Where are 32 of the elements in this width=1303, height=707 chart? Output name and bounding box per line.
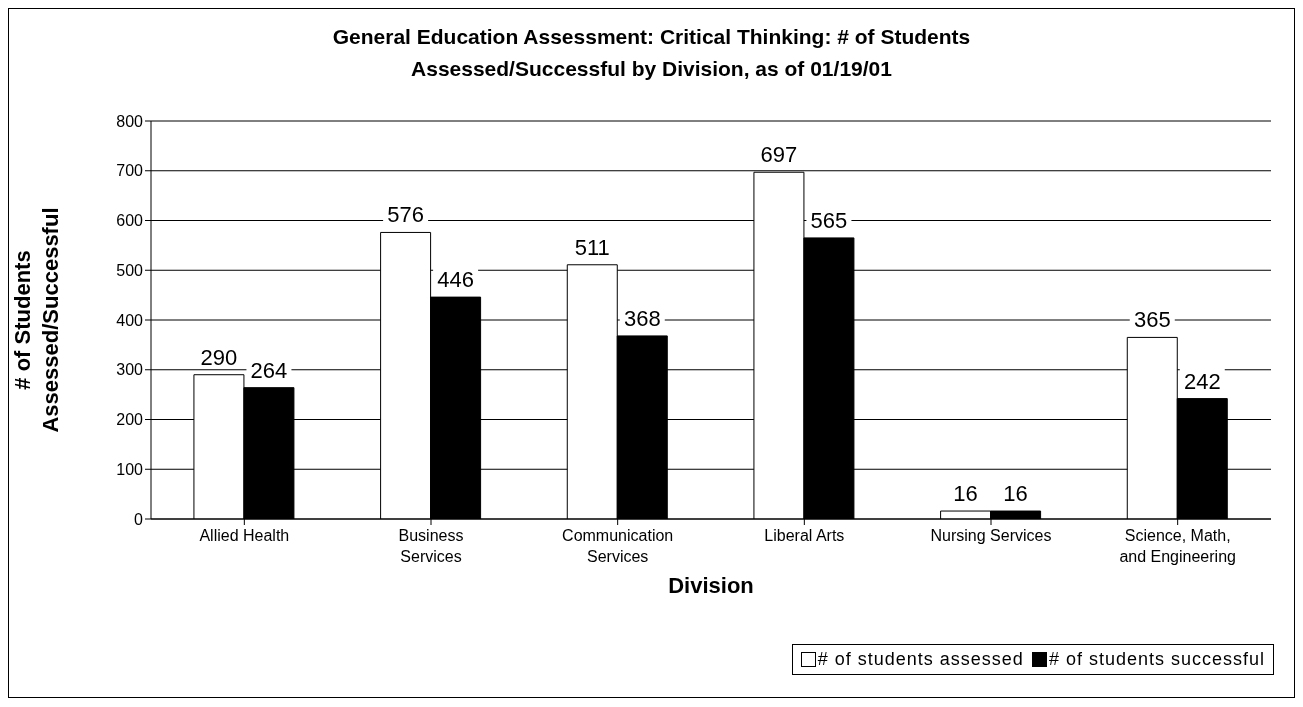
chart-title: General Education Assessment: Critical Thinking: # of Students Assessed/Successful by Division, as of 01/19/01 — [331, 24, 972, 82]
data-label: 242 — [1183, 368, 1221, 394]
legend-label: # of students assessed — [817, 649, 1024, 670]
legend-label: # of students successful — [1048, 649, 1265, 670]
data-label: 16 — [953, 481, 978, 507]
data-label: 368 — [623, 305, 661, 331]
y-tick-label: 200 — [116, 411, 144, 429]
data-label: 576 — [387, 202, 424, 228]
y-tick-label: 500 — [116, 261, 144, 279]
data-label: 16 — [1003, 481, 1028, 507]
data-label: 697 — [760, 142, 798, 168]
x-axis-title: Division — [668, 573, 754, 598]
y-tick-label: 300 — [116, 361, 144, 379]
data-label: 511 — [574, 234, 610, 260]
x-tick-label: Communication Services — [562, 527, 674, 565]
data-label: 565 — [810, 207, 848, 233]
y-tick-label: 100 — [116, 460, 144, 478]
x-tick-label: Science, Math, and Engineering — [1119, 527, 1236, 565]
data-label: 365 — [1133, 307, 1171, 333]
data-label: 446 — [437, 267, 474, 293]
y-tick-label: 0 — [134, 510, 144, 528]
x-tick-label: Business Services — [398, 527, 464, 565]
y-tick-label: 600 — [116, 212, 144, 230]
y-axis-title: # of Students Assessed/Successful — [10, 207, 63, 433]
y-tick-label: 700 — [116, 162, 144, 180]
y-tick-label: 400 — [116, 311, 144, 329]
data-label: 264 — [250, 357, 288, 383]
y-tick-label: 800 — [116, 112, 144, 130]
x-tick-label: Liberal Arts — [764, 527, 845, 544]
data-label: 290 — [200, 344, 238, 370]
x-tick-label: Allied Health — [199, 527, 290, 544]
x-tick-label: Nursing Services — [930, 527, 1052, 544]
